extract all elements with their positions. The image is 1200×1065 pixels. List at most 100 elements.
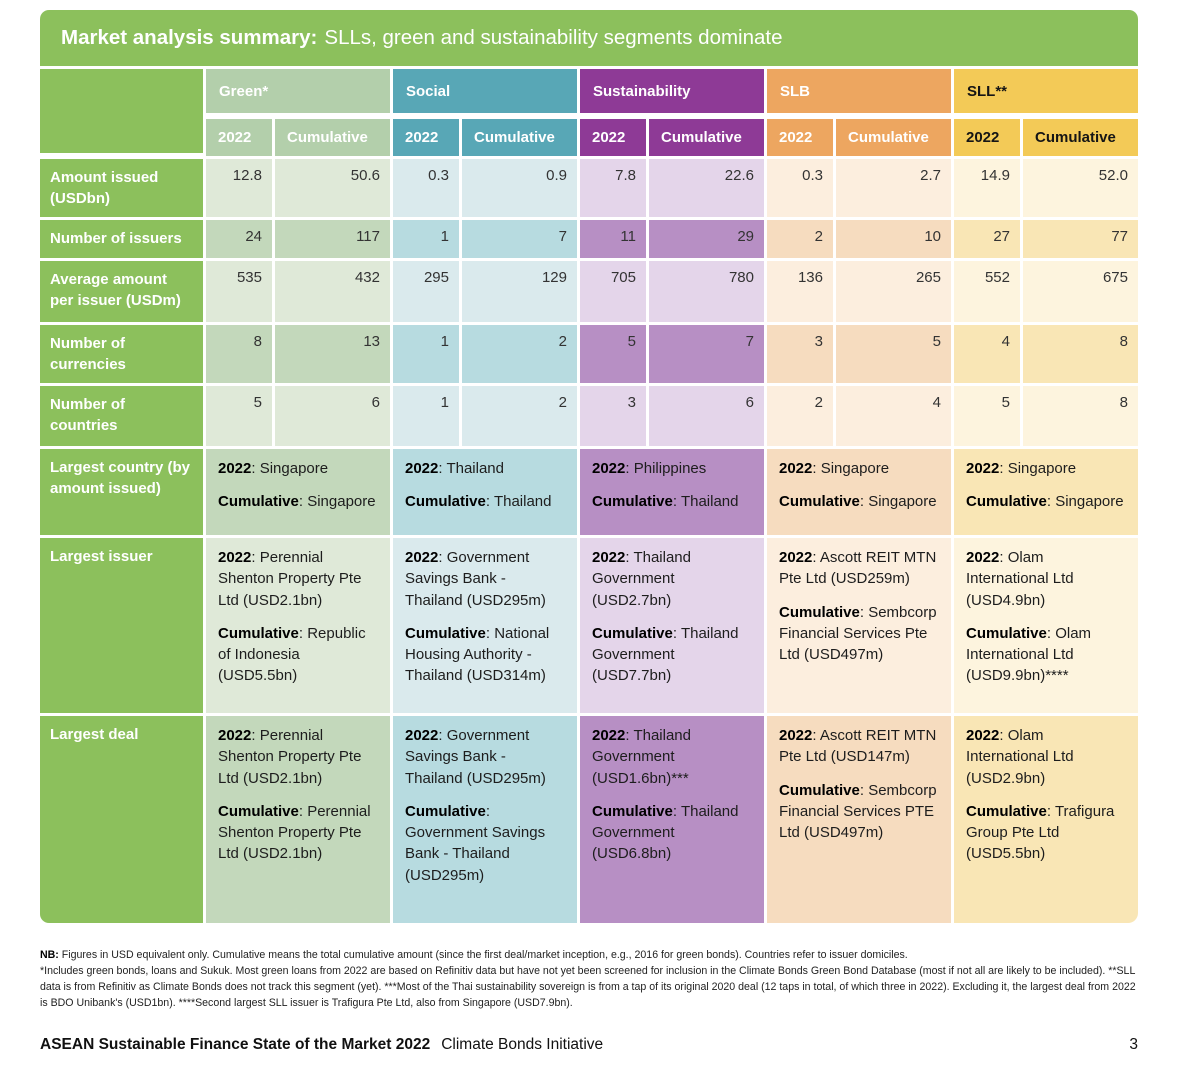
detail-value: Ascott REIT MTN Pte Ltd (USD259m) [779, 549, 937, 588]
detail-cell-social: 2022: Government Savings Bank - Thailand… [393, 716, 577, 923]
detail-cell-slb: 2022: Ascott REIT MTN Pte Ltd (USD147m) … [767, 716, 951, 923]
metric-cell: 2 [462, 325, 577, 383]
column-group-green: Green* [206, 69, 390, 113]
subheader-sll-2022: 2022 [954, 119, 1020, 156]
separator: : [625, 549, 634, 566]
metric-cell: 136 [767, 261, 833, 322]
row-label: Largest deal [40, 716, 203, 923]
detail-value: Government Savings Bank - Thailand (USD2… [405, 824, 546, 884]
row-label: Number of currencies [40, 325, 203, 383]
detail-2022: 2022: Perennial Shenton Property Pte Ltd… [218, 725, 378, 789]
subheader-sll-cumulative: Cumulative [1023, 119, 1138, 156]
banner-title-rest: SLLs, green and sustainability segments … [324, 26, 783, 49]
detail-value: Perennial Shenton Property Pte Ltd (USD2… [218, 802, 371, 863]
detail-2022: 2022: Thailand Government (USD2.7bn) [592, 547, 752, 611]
year-label: 2022 [592, 727, 626, 744]
separator: : [625, 460, 634, 477]
subheader-slb-cumulative: Cumulative [836, 119, 951, 156]
detail-2022: 2022: Singapore [218, 458, 378, 479]
table-row-largest-issuer: Largest issuer 2022: Perennial Shenton P… [40, 538, 1138, 713]
detail-cumulative: Cumulative: Sembcorp Financial Services … [779, 602, 939, 666]
detail-value: Olam International Ltd (USD2.9bn) [966, 727, 1074, 787]
separator: : [1046, 624, 1056, 642]
separator: : [999, 727, 1008, 744]
detail-cumulative: Cumulative: National Housing Authority -… [405, 623, 565, 687]
metric-cell: 4 [836, 386, 951, 446]
cumulative-label: Cumulative [218, 802, 299, 820]
detail-2022: 2022: Ascott REIT MTN Pte Ltd (USD259m) [779, 547, 939, 590]
metric-cell: 22.6 [649, 159, 764, 217]
footnote-nb-text: Figures in USD equivalent only. Cumulati… [58, 949, 908, 961]
separator: : [859, 493, 869, 511]
cumulative-label: Cumulative [779, 603, 860, 621]
detail-value: Singapore [820, 460, 890, 477]
corner-cell [40, 69, 203, 153]
detail-2022: 2022: Olam International Ltd (USD2.9bn) [966, 725, 1126, 789]
cumulative-label: Cumulative [779, 781, 860, 799]
year-label: 2022 [405, 460, 439, 477]
metric-cell: 13 [275, 325, 390, 383]
separator: : [672, 624, 681, 642]
metric-cell: 7.8 [580, 159, 646, 217]
separator: : [298, 493, 308, 511]
detail-cumulative: Cumulative: Singapore [779, 491, 939, 512]
cumulative-label: Cumulative [966, 802, 1047, 820]
detail-value: Singapore [868, 493, 937, 511]
metric-cell: 50.6 [275, 159, 390, 217]
metric-cell: 0.9 [462, 159, 577, 217]
detail-value: National Housing Authority - Thailand (U… [405, 624, 550, 685]
row-label: Amount issued (USDbn) [40, 159, 203, 217]
detail-2022: 2022: Government Savings Bank - Thailand… [405, 725, 565, 789]
metric-cell: 1 [393, 325, 459, 383]
page-number: 3 [1129, 1036, 1138, 1053]
metric-cell: 5 [206, 386, 272, 446]
separator: : [859, 781, 869, 799]
detail-2022: 2022: Perennial Shenton Property Pte Ltd… [218, 547, 378, 611]
detail-value: Thailand Government (USD7.7bn) [592, 624, 739, 685]
cumulative-label: Cumulative [966, 493, 1047, 511]
metric-cell: 5 [836, 325, 951, 383]
cumulative-label: Cumulative [966, 624, 1047, 642]
separator: : [812, 460, 821, 477]
separator: : [625, 727, 634, 744]
separator: : [999, 460, 1008, 477]
metric-cell: 2 [767, 220, 833, 258]
separator: : [251, 549, 260, 566]
separator: : [251, 727, 260, 744]
table-header: Green* Social Sustainability SLB SLL** 2… [40, 69, 1138, 156]
metric-cell: 3 [767, 325, 833, 383]
detail-value: Sembcorp Financial Services Pte Ltd (USD… [779, 603, 937, 664]
metric-cell: 0.3 [393, 159, 459, 217]
metric-cell: 52.0 [1023, 159, 1138, 217]
detail-cell-slb: 2022: Singapore Cumulative: Singapore [767, 449, 951, 535]
detail-cell-sll: 2022: Olam International Ltd (USD2.9bn) … [954, 716, 1138, 923]
metric-cell: 675 [1023, 261, 1138, 322]
detail-cell-green: 2022: Perennial Shenton Property Pte Ltd… [206, 716, 390, 923]
detail-value: Thailand [493, 493, 552, 511]
metric-cell: 295 [393, 261, 459, 322]
column-group-sustainability: Sustainability [580, 69, 764, 113]
detail-value: Olam International Ltd (USD4.9bn) [966, 549, 1074, 609]
subheader-green-2022: 2022 [206, 119, 272, 156]
detail-value: Thailand [446, 460, 504, 477]
group-header-row: Green* Social Sustainability SLB SLL** [206, 69, 1138, 113]
detail-cumulative: Cumulative: Trafigura Group Pte Ltd (USD… [966, 801, 1126, 865]
detail-cell-sll: 2022: Olam International Ltd (USD4.9bn) … [954, 538, 1138, 713]
detail-2022: 2022: Ascott REIT MTN Pte Ltd (USD147m) [779, 725, 939, 768]
metric-cell: 8 [206, 325, 272, 383]
metric-cell: 14.9 [954, 159, 1020, 217]
metric-cell: 3 [580, 386, 646, 446]
metric-cell: 705 [580, 261, 646, 322]
table-row-largest-country: Largest country (by amount issued) 2022:… [40, 449, 1138, 535]
footnotes: NB: Figures in USD equivalent only. Cumu… [40, 947, 1140, 1011]
row-label: Average amount per issuer (USDm) [40, 261, 203, 322]
detail-cell-social: 2022: Government Savings Bank - Thailand… [393, 538, 577, 713]
detail-2022: 2022: Thailand Government (USD1.6bn)*** [592, 725, 752, 789]
detail-cumulative: Cumulative: Thailand Government (USD6.8b… [592, 801, 752, 865]
cumulative-label: Cumulative [405, 493, 486, 511]
metric-cell: 7 [462, 220, 577, 258]
metric-cell: 0.3 [767, 159, 833, 217]
metric-cell: 2 [462, 386, 577, 446]
cumulative-label: Cumulative [405, 624, 486, 642]
